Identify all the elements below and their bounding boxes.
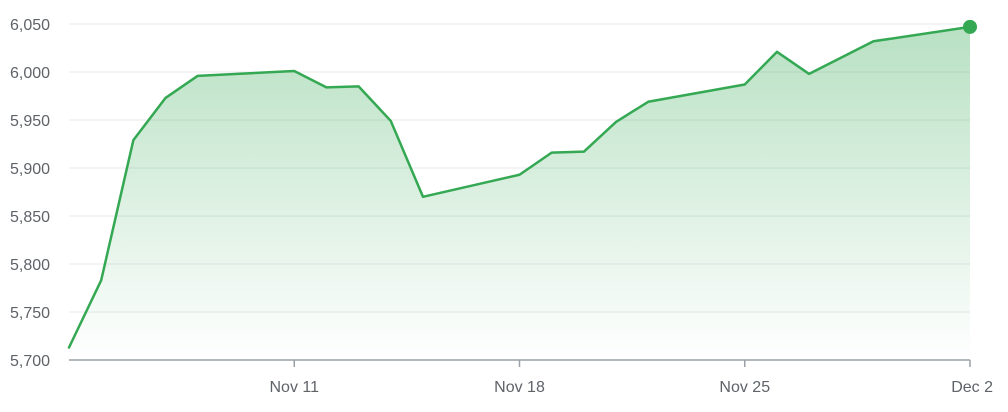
y-tick-label: 6,000 (10, 65, 50, 82)
y-tick-label: 5,950 (10, 113, 50, 130)
x-axis (69, 359, 971, 367)
x-tick-label: Dec 2 (951, 379, 993, 396)
area-fill (69, 26, 970, 360)
y-tick-label: 6,050 (10, 17, 50, 34)
y-tick-label: 5,800 (10, 257, 50, 274)
y-tick-label: 5,750 (10, 305, 50, 322)
series-line (67, 25, 972, 349)
x-tick-label: Nov 11 (269, 379, 319, 396)
series-line-layer (67, 19, 977, 349)
y-axis-labels: 5,700 5,750 5,800 5,850 5,900 5,950 6,000 6,050 (10, 17, 50, 370)
y-tick-label: 5,700 (10, 353, 50, 370)
x-tick-label: Nov 18 (494, 379, 545, 396)
last-point-marker[interactable] (963, 19, 977, 34)
x-axis-labels: Nov 11 Nov 18 Nov 25 Dec 2 (269, 379, 993, 396)
y-tick-label: 5,900 (10, 161, 50, 178)
y-tick-label: 5,850 (10, 209, 50, 226)
area-fill-layer (69, 26, 970, 360)
x-tick-label: Nov 25 (719, 379, 770, 396)
